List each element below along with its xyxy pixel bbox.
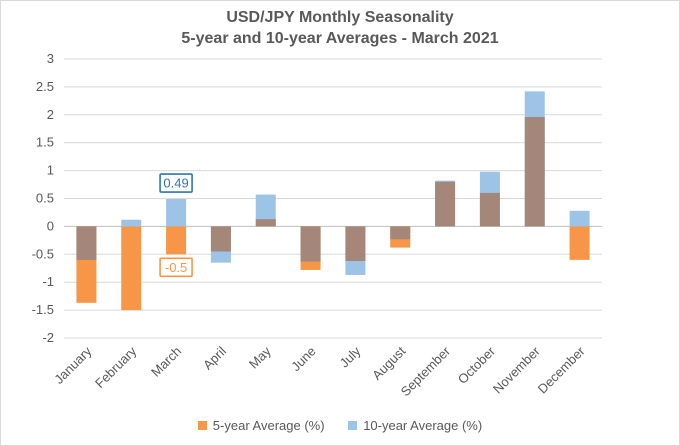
bar-overlap: [210, 226, 231, 252]
x-tick-label: August: [369, 343, 408, 382]
bar-overlap: [435, 181, 456, 227]
y-tick-label: 0: [47, 218, 54, 233]
legend-item-5yr: 5-year Average (%): [197, 418, 325, 433]
y-tick-label: 2: [47, 107, 54, 122]
y-tick-label: 1: [47, 163, 54, 178]
bar-10yr: [255, 194, 276, 227]
y-tick-label: -0.5: [32, 246, 54, 261]
x-tick-label: March: [148, 344, 184, 380]
bar-5yr: [569, 226, 590, 260]
x-tick-label: October: [455, 343, 499, 387]
legend-label-10yr: 10-year Average (%): [363, 418, 483, 433]
x-tick-label: November: [490, 343, 543, 396]
data-label-box: [159, 257, 193, 278]
chart-legend: 5-year Average (%) 10-year Average (%): [0, 418, 680, 433]
y-tick-label: 3: [47, 51, 54, 66]
bar-overlap: [345, 226, 366, 261]
y-tick-label: 2.5: [36, 79, 54, 94]
bar-overlap: [300, 226, 321, 262]
bar-overlap: [524, 117, 545, 227]
bar-overlap: [76, 226, 97, 260]
x-tick-label: July: [337, 343, 364, 370]
chart-subtitle: 5-year and 10-year Averages - March 2021: [181, 30, 499, 47]
legend-swatch-10yr: [348, 421, 358, 430]
bar-10yr: [166, 199, 187, 227]
y-tick-label: -1: [42, 274, 54, 289]
x-tick-label: April: [200, 343, 229, 372]
x-tick-label: February: [92, 343, 140, 391]
y-tick-label: 1.5: [36, 135, 54, 150]
y-tick-label: -2: [42, 330, 54, 345]
x-tick-label: June: [288, 344, 319, 375]
legend-label-5yr: 5-year Average (%): [212, 418, 325, 433]
y-tick-label: -1.5: [32, 302, 54, 317]
bar-10yr: [569, 210, 590, 227]
bar-overlap: [390, 226, 411, 240]
x-tick-label: May: [246, 343, 274, 371]
data-label-box: [159, 173, 193, 193]
legend-item-10yr: 10-year Average (%): [348, 418, 482, 433]
bar-10yr: [121, 219, 142, 227]
bar-overlap: [479, 192, 500, 227]
bar-overlap: [255, 219, 276, 227]
data-label: 0.49: [163, 176, 188, 191]
x-tick-label: December: [535, 343, 588, 396]
y-tick-label: 0.5: [36, 191, 54, 206]
bar-5yr: [121, 226, 142, 311]
x-tick-label: September: [398, 343, 454, 399]
bar-5yr: [166, 226, 187, 255]
data-label: -0.5: [165, 260, 187, 275]
legend-swatch-5yr: [197, 421, 207, 430]
chart-title: USD/JPY Monthly Seasonality: [226, 9, 454, 26]
x-tick-label: January: [51, 343, 95, 387]
